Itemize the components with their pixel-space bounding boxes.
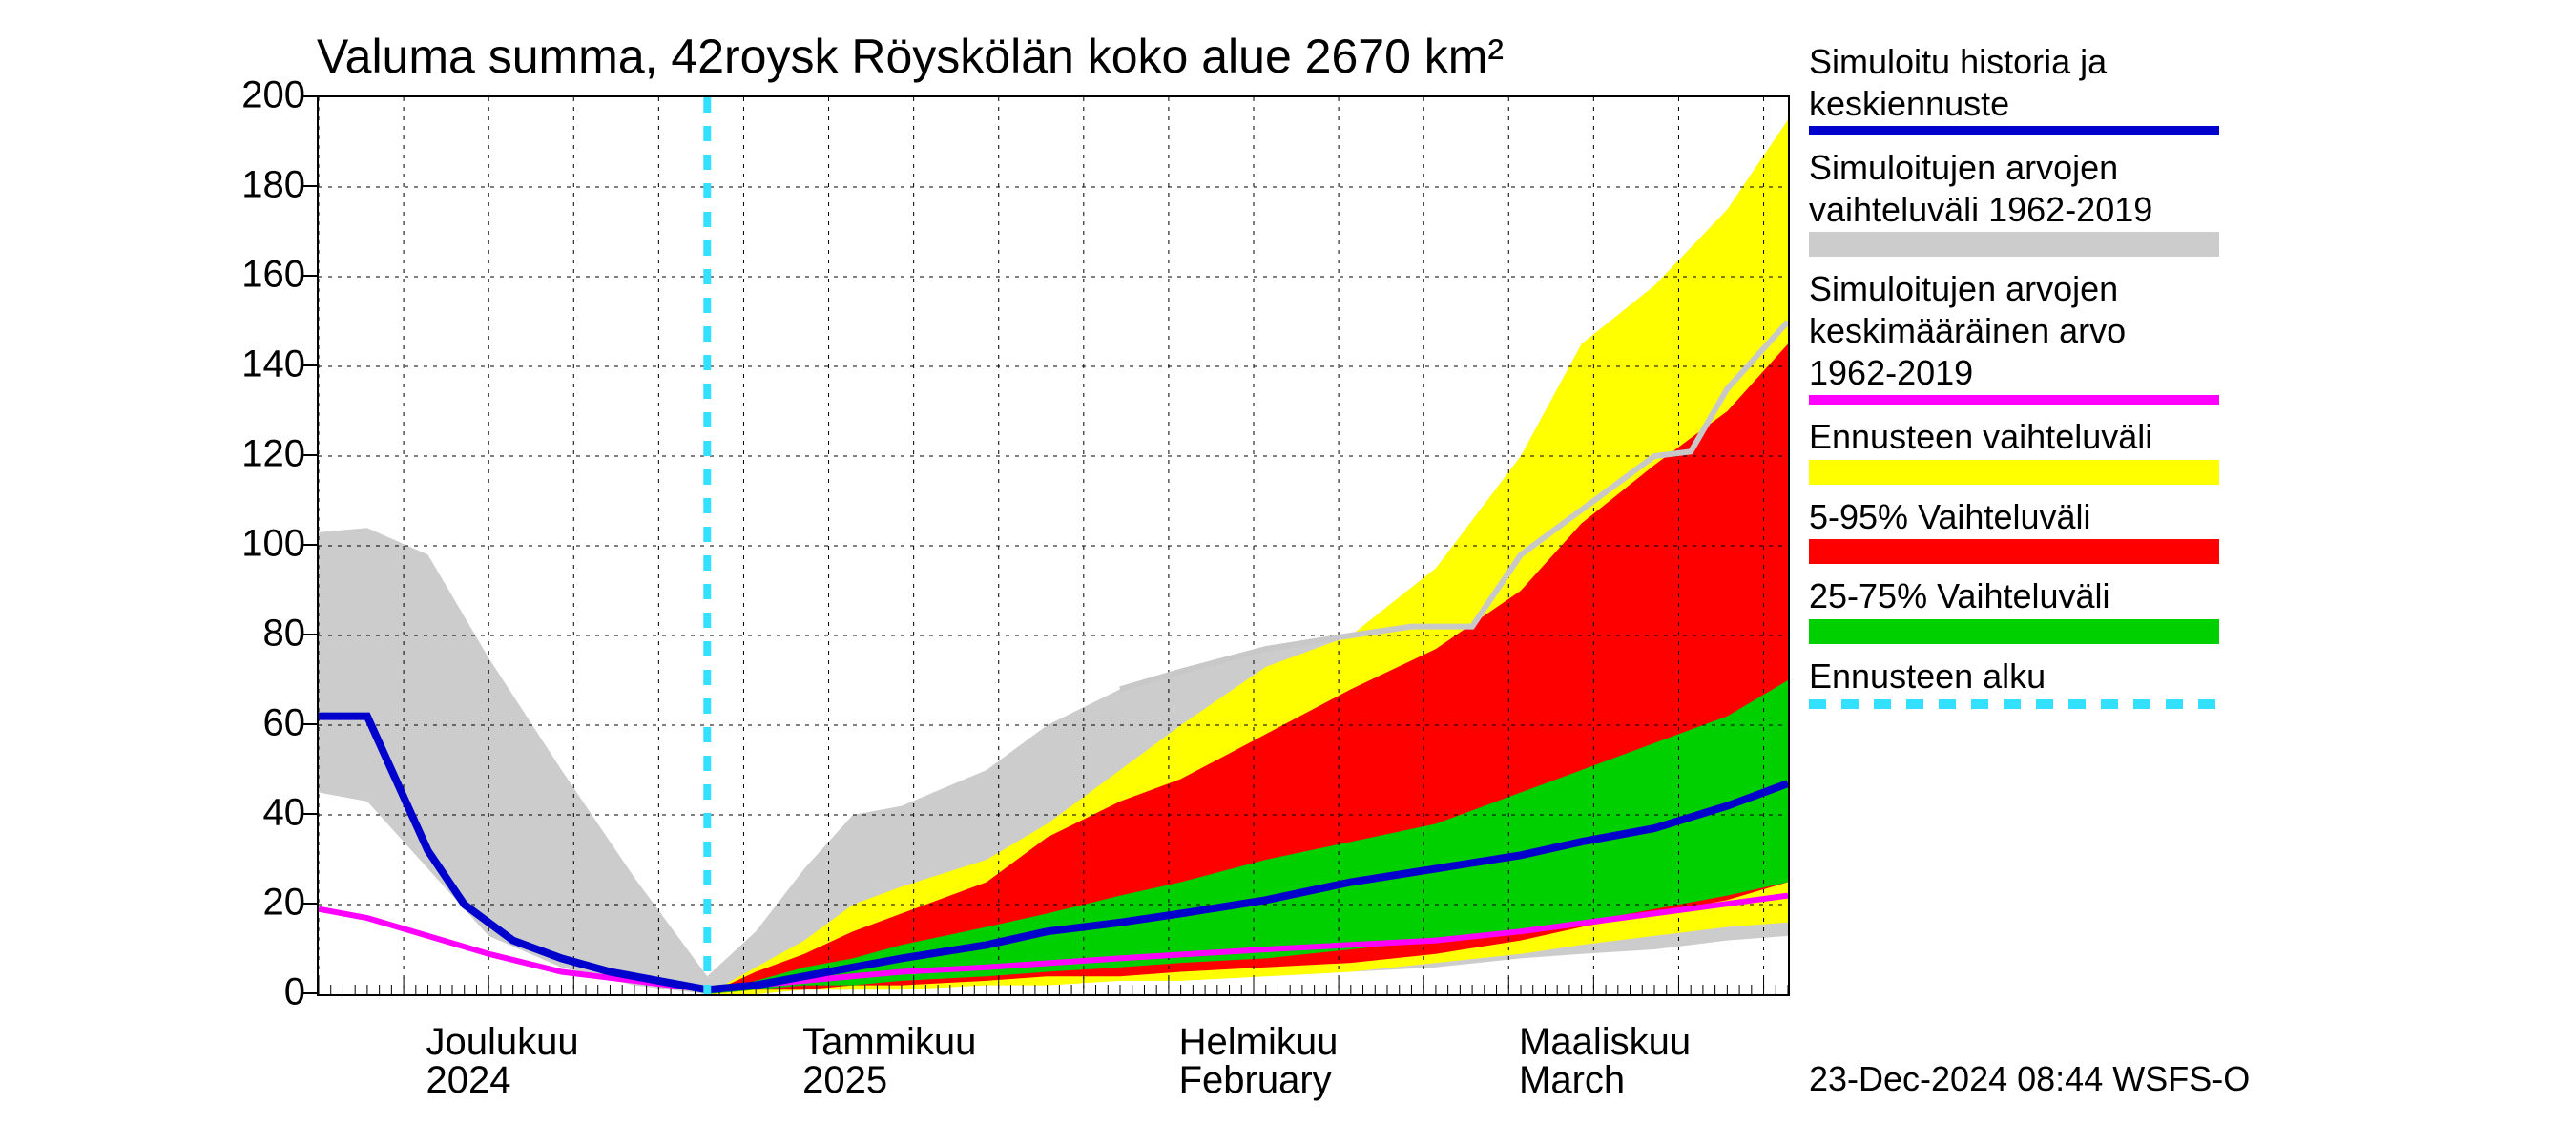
- x-month-sublabel: 2024: [426, 1059, 511, 1102]
- chart-title: Valuma summa, 42roysk Röyskölän koko alu…: [317, 29, 1504, 84]
- x-month-label: Maaliskuu: [1519, 1021, 1691, 1064]
- x-month-label: Joulukuu: [426, 1021, 579, 1064]
- legend-label: 1962-2019: [1809, 354, 2553, 392]
- legend-label: Ennusteen vaihteluväli: [1809, 418, 2553, 456]
- y-tick-label: 200: [241, 74, 305, 117]
- legend-label: keskiennuste: [1809, 85, 2553, 123]
- legend-entry: Ennusteen vaihteluväli: [1809, 418, 2553, 485]
- chart-container: Valuma summa, 42roysk Röyskölän koko alu…: [0, 0, 2576, 1145]
- legend: Simuloitu historia jakeskiennusteSimuloi…: [1809, 43, 2553, 722]
- legend-label: Simuloitu historia ja: [1809, 43, 2553, 81]
- plot-area: [317, 95, 1790, 996]
- legend-label: Simuloitujen arvojen: [1809, 270, 2553, 308]
- legend-swatch: [1809, 126, 2219, 135]
- y-tick-label: 140: [241, 344, 305, 386]
- x-month-label: Tammikuu: [802, 1021, 976, 1064]
- legend-label: vaihteluväli 1962-2019: [1809, 191, 2553, 229]
- y-tick-label: 0: [284, 971, 305, 1014]
- legend-swatch: [1809, 232, 2219, 257]
- y-tick-label: 40: [263, 792, 306, 835]
- x-month-sublabel: March: [1519, 1059, 1625, 1102]
- legend-swatch: [1809, 539, 2219, 564]
- legend-label: keskimääräinen arvo: [1809, 312, 2553, 350]
- timestamp: 23-Dec-2024 08:44 WSFS-O: [1809, 1059, 2250, 1099]
- legend-entry: Simuloitujen arvojen vaihteluväli 1962-20…: [1809, 149, 2553, 257]
- y-tick-label: 20: [263, 882, 306, 925]
- legend-label: 25-75% Vaihteluväli: [1809, 577, 2553, 615]
- legend-label: Simuloitujen arvojen: [1809, 149, 2553, 187]
- legend-entry: Simuloitujen arvojenkeskimääräinen arvo …: [1809, 270, 2553, 405]
- x-month-label: Helmikuu: [1179, 1021, 1339, 1064]
- legend-swatch: [1809, 460, 2219, 485]
- legend-label: Ennusteen alku: [1809, 657, 2553, 696]
- legend-entry: 25-75% Vaihteluväli: [1809, 577, 2553, 644]
- x-month-sublabel: February: [1179, 1059, 1332, 1102]
- legend-swatch: [1809, 395, 2219, 405]
- y-tick-label: 160: [241, 254, 305, 297]
- legend-entry: Ennusteen alku: [1809, 657, 2553, 709]
- y-tick-label: 120: [241, 433, 305, 476]
- legend-entry: 5-95% Vaihteluväli: [1809, 498, 2553, 565]
- y-tick-label: 60: [263, 702, 306, 745]
- legend-swatch: [1809, 699, 2219, 709]
- x-month-sublabel: 2025: [802, 1059, 887, 1102]
- y-tick-label: 180: [241, 164, 305, 207]
- y-tick-label: 100: [241, 523, 305, 566]
- legend-label: 5-95% Vaihteluväli: [1809, 498, 2553, 536]
- legend-swatch: [1809, 619, 2219, 644]
- legend-entry: Simuloitu historia ja keskiennuste: [1809, 43, 2553, 135]
- chart-svg: [319, 97, 1788, 994]
- y-tick-label: 80: [263, 613, 306, 656]
